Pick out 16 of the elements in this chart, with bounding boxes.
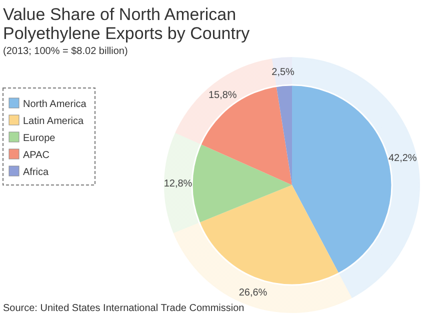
source-note: Source: United States International Trade Commission xyxy=(3,303,244,314)
pie-slice xyxy=(164,132,292,234)
data-label: 42,2% xyxy=(388,152,417,164)
chart-subtitle: (2013; 100% = $8.02 billion) xyxy=(3,46,128,57)
legend-label: North America xyxy=(23,99,87,110)
data-label: 15,8% xyxy=(208,90,237,102)
legend-label: Europe xyxy=(23,133,56,144)
legend-label: APAC xyxy=(23,150,50,161)
pie-slice xyxy=(272,57,292,185)
data-label: 2,5% xyxy=(272,66,295,78)
pie-slice xyxy=(292,57,420,298)
data-label: 12,8% xyxy=(164,178,192,190)
legend-label: Africa xyxy=(23,167,49,178)
legend-label: Latin America xyxy=(23,116,84,127)
chart-title: Value Share of North American Polyethylene Exports by Country xyxy=(3,5,250,43)
data-label: 26,6% xyxy=(238,288,268,299)
